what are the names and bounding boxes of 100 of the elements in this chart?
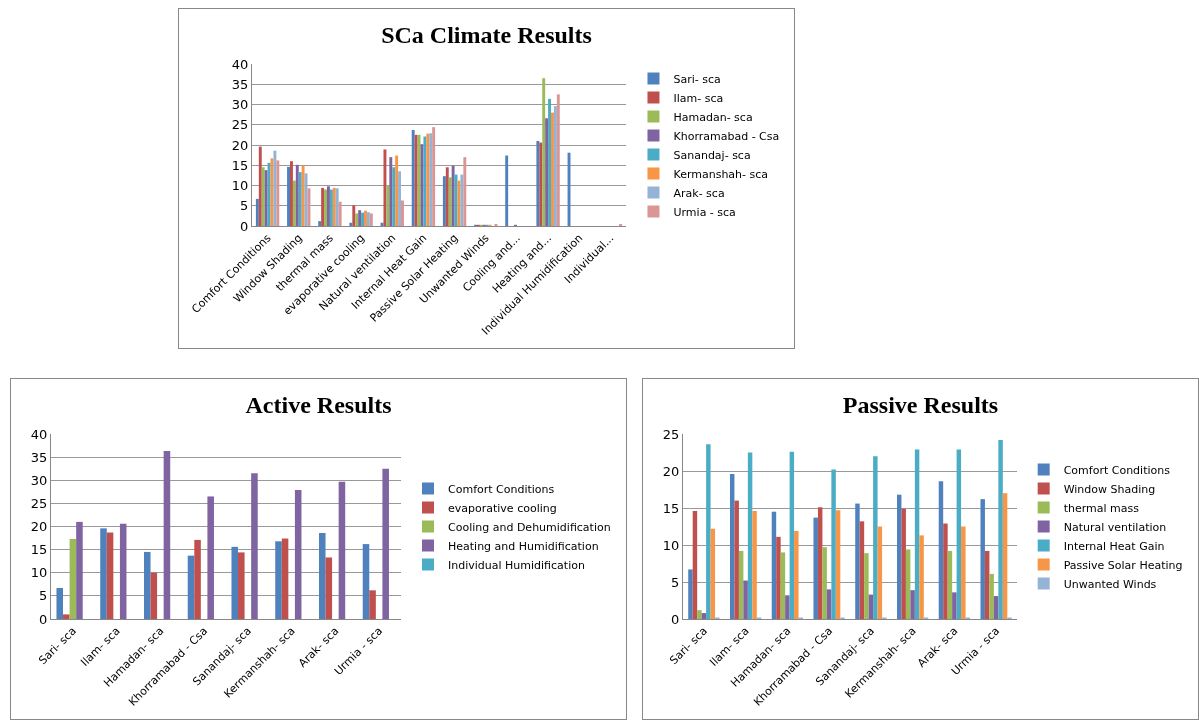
bar [281, 538, 289, 619]
bar [304, 173, 308, 226]
bar [910, 590, 915, 619]
legend-label: Passive Solar Heating [1063, 558, 1183, 572]
bar [352, 205, 356, 226]
legend-label: Window Shading [1063, 482, 1156, 496]
bar [294, 489, 302, 619]
bar [855, 503, 860, 619]
legend-label: Internal Heat Gain [1063, 539, 1165, 553]
bar [873, 456, 878, 619]
bar [292, 180, 296, 226]
legend-label: thermal mass [1063, 501, 1140, 515]
bar [813, 517, 818, 619]
y-tick-label: 25 [30, 495, 48, 511]
bar [980, 499, 985, 619]
bar [389, 157, 393, 226]
y-tick-label: 10 [231, 178, 249, 194]
bar [545, 118, 549, 226]
bar [697, 610, 702, 619]
bar [943, 523, 948, 619]
bar [794, 530, 799, 619]
y-tick-label: 15 [30, 542, 48, 558]
bar [119, 523, 127, 619]
legend-label: Sanandaj- sca [673, 148, 751, 162]
bar [318, 532, 326, 619]
bar [938, 481, 944, 619]
bar [542, 78, 546, 226]
bar [338, 201, 342, 226]
y-tick-label: 10 [30, 565, 48, 581]
bar [392, 167, 396, 226]
bar [780, 552, 786, 619]
legend-label: evaporative cooling [448, 501, 557, 515]
bar [864, 553, 869, 619]
bar [734, 500, 739, 619]
bar [273, 150, 277, 226]
bar [401, 200, 404, 226]
bar [901, 508, 906, 619]
y-tick-label: 0 [671, 611, 680, 627]
bar [255, 198, 259, 226]
bar [831, 469, 836, 619]
bar [362, 544, 370, 619]
legend-label: Unwanted Winds [1063, 577, 1157, 591]
y-tick-label: 20 [30, 519, 48, 535]
bar [448, 177, 452, 226]
legend-label: Sari- sca [673, 72, 721, 86]
legend-label: Individual Humidification [448, 558, 585, 572]
y-tick-label: 10 [662, 537, 680, 553]
y-tick-label: 25 [231, 117, 249, 133]
bar [989, 573, 994, 619]
bar [298, 172, 302, 226]
bar [445, 167, 449, 226]
bar [69, 538, 77, 619]
bar [752, 510, 757, 619]
bar [386, 185, 390, 226]
bar [150, 572, 158, 619]
y-tick-label: 15 [662, 500, 680, 516]
bar [251, 473, 258, 619]
bar [729, 473, 735, 619]
y-tick-label: 30 [30, 472, 48, 488]
bar [289, 161, 293, 226]
legend-label: Kermanshah- sca [673, 167, 769, 181]
bar [369, 590, 376, 619]
bar [267, 162, 271, 226]
bar [952, 592, 957, 619]
y-tick-label: 5 [39, 588, 48, 604]
bar [76, 521, 83, 619]
y-tick-label: 40 [30, 426, 48, 442]
bar [548, 98, 552, 226]
bar [231, 546, 239, 619]
bar [454, 174, 458, 226]
bar [822, 547, 827, 619]
bar [383, 149, 387, 226]
bar [463, 157, 467, 226]
bar [287, 166, 290, 226]
bar [318, 221, 322, 226]
bar [187, 555, 195, 619]
y-tick-label: 40 [231, 56, 249, 72]
bar [382, 468, 389, 619]
bar [688, 569, 693, 619]
bar [619, 223, 623, 226]
bar [826, 589, 832, 619]
chart-title: SCa Climate Results [381, 21, 592, 48]
chart-title: Active Results [245, 391, 392, 418]
legend-label: Arak- sca [673, 186, 725, 200]
bar [411, 130, 415, 226]
bar [395, 155, 399, 226]
legend-label: Hamadan- sca [673, 110, 753, 124]
bar [398, 171, 402, 226]
y-tick-label: 20 [662, 463, 680, 479]
legend-label: Urmia - sca [673, 205, 736, 219]
y-tick-label: 35 [30, 449, 48, 465]
y-tick-label: 20 [231, 137, 249, 153]
bar [451, 165, 455, 226]
bar [961, 526, 966, 619]
bar [551, 112, 554, 226]
bar [505, 155, 509, 226]
legend-label: Ilam- sca [673, 91, 724, 105]
bar [258, 146, 262, 226]
bar [420, 144, 424, 226]
y-tick-label: 25 [662, 426, 680, 442]
